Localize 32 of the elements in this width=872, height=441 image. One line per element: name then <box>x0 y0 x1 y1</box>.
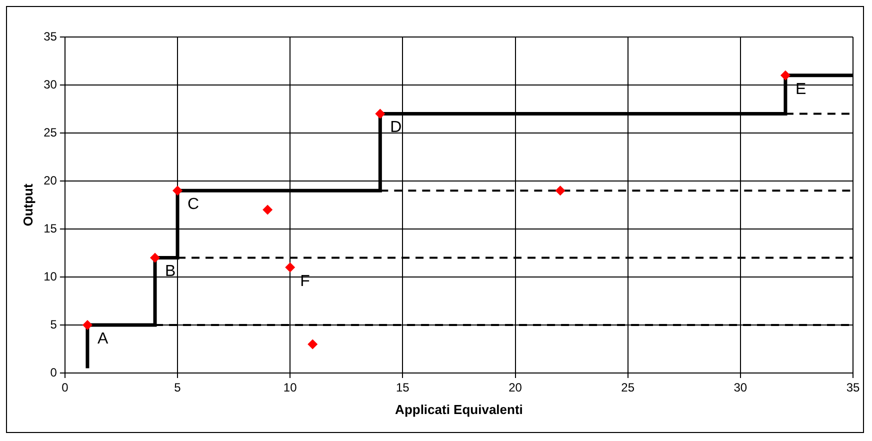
point <box>285 262 296 272</box>
x-tick-label: 30 <box>734 380 748 395</box>
y-axis-title: Output <box>20 183 36 226</box>
x-tick-label: 35 <box>846 380 860 395</box>
annotation: C <box>188 196 200 214</box>
x-tick-label: 25 <box>621 380 635 395</box>
y-tick-label: 35 <box>44 29 58 44</box>
point <box>172 186 183 196</box>
point <box>262 204 273 215</box>
point <box>555 186 566 196</box>
y-tick-label: 0 <box>50 365 58 380</box>
point <box>780 70 790 80</box>
x-tick-label: 20 <box>508 380 522 395</box>
annotation: E <box>795 80 806 98</box>
point <box>82 320 92 330</box>
x-tick-label: 15 <box>396 380 410 395</box>
y-tick-label: 5 <box>50 317 58 332</box>
annotation: B <box>165 263 176 280</box>
point <box>150 252 160 263</box>
x-tick-label: 5 <box>174 380 182 395</box>
y-tick-label: 20 <box>44 173 58 188</box>
y-tick-label: 15 <box>44 221 58 236</box>
y-tick-label: 10 <box>44 269 58 284</box>
point <box>375 108 386 119</box>
point <box>308 339 318 350</box>
x-axis-title: Applicati Equivalenti <box>395 402 523 417</box>
x-tick-label: 10 <box>283 380 298 395</box>
y-tick-label: 30 <box>44 77 58 92</box>
annotation: A <box>97 330 108 348</box>
y-tick-label: 25 <box>44 125 58 140</box>
annotation: D <box>390 119 402 136</box>
x-tick-label: 0 <box>62 380 69 395</box>
